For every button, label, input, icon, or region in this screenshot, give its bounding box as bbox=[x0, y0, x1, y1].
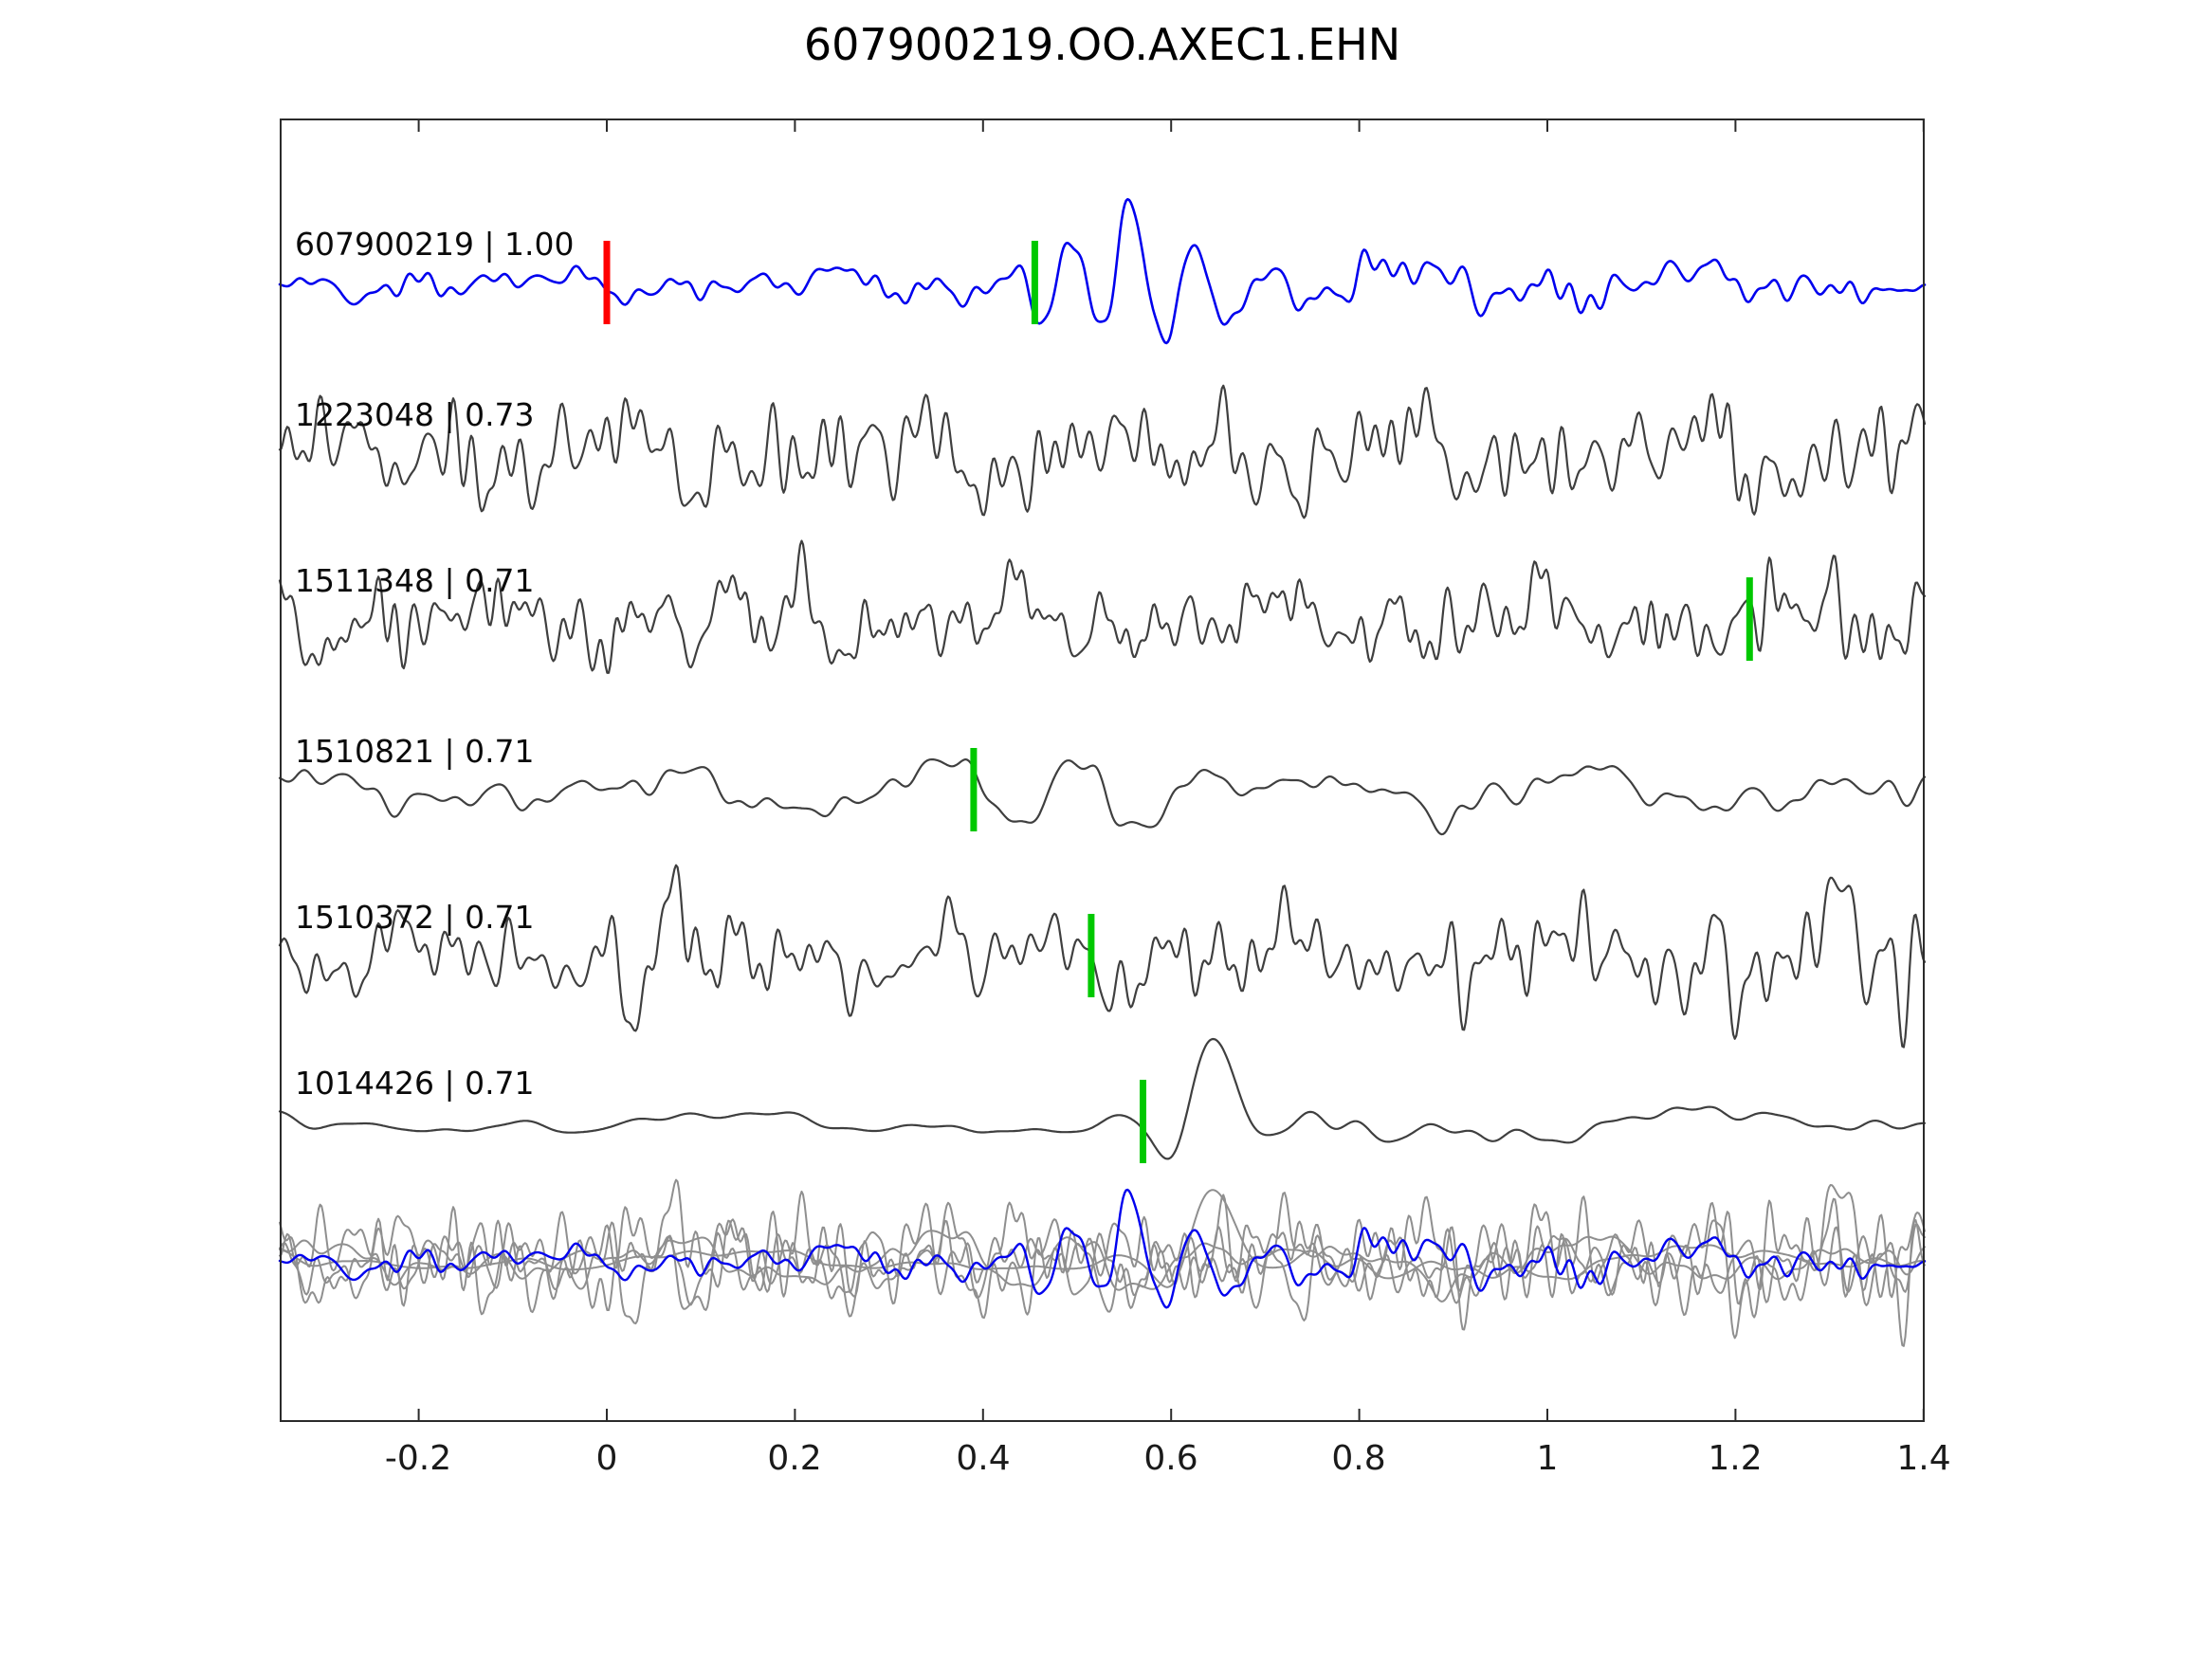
figure-title: 607900219.OO.AXEC1.EHN bbox=[803, 19, 1401, 70]
x-tick-label: 0 bbox=[595, 1439, 618, 1478]
waveform-1511348 bbox=[278, 539, 1927, 674]
x-tick-label: 1.4 bbox=[1896, 1439, 1951, 1478]
x-tick-label: 0.8 bbox=[1331, 1439, 1386, 1478]
overlay-waveform-1510372 bbox=[279, 1178, 1926, 1347]
waveform-607900219 bbox=[278, 197, 1927, 345]
plot-area: 607900219 | 1.00 1223048 | 0.73 1511348 … bbox=[278, 118, 1951, 1478]
trace-label-607900219: 607900219 | 1.00 bbox=[295, 226, 575, 263]
pick-marker bbox=[1088, 914, 1095, 997]
overlay-waveform-607900219 bbox=[278, 1188, 1927, 1309]
trace-label-1014426: 1014426 | 0.71 bbox=[295, 1065, 535, 1102]
reference-marker bbox=[603, 241, 611, 324]
x-tick-label: 0.4 bbox=[956, 1439, 1011, 1478]
trace-label-1511348: 1511348 | 0.71 bbox=[295, 562, 535, 599]
x-tick-label: 0.2 bbox=[767, 1439, 822, 1478]
waveform-canvas bbox=[278, 118, 1927, 1422]
trace-label-1223048: 1223048 | 0.73 bbox=[295, 396, 535, 433]
pick-marker bbox=[1746, 577, 1753, 661]
trace-label-1510372: 1510372 | 0.71 bbox=[295, 899, 535, 936]
waveform-1510821 bbox=[278, 757, 1927, 836]
pick-marker bbox=[970, 748, 978, 831]
pick-marker bbox=[1031, 241, 1038, 324]
x-tick-label: 0.6 bbox=[1143, 1439, 1198, 1478]
waveform-1223048 bbox=[278, 384, 1927, 520]
x-tick-label: -0.2 bbox=[384, 1439, 452, 1478]
x-tick-label: 1.2 bbox=[1708, 1439, 1763, 1478]
trace-label-1510821: 1510821 | 0.71 bbox=[295, 733, 535, 770]
waveform-1510372 bbox=[278, 864, 1927, 1048]
x-tick-label: 1 bbox=[1536, 1439, 1559, 1478]
pick-marker bbox=[1140, 1080, 1146, 1163]
overlay-waveform-1014426 bbox=[279, 1189, 1926, 1288]
overlay-waveform-1511348 bbox=[279, 1190, 1926, 1311]
plot-border bbox=[280, 118, 1925, 1422]
waveform-1014426 bbox=[278, 1037, 1927, 1160]
